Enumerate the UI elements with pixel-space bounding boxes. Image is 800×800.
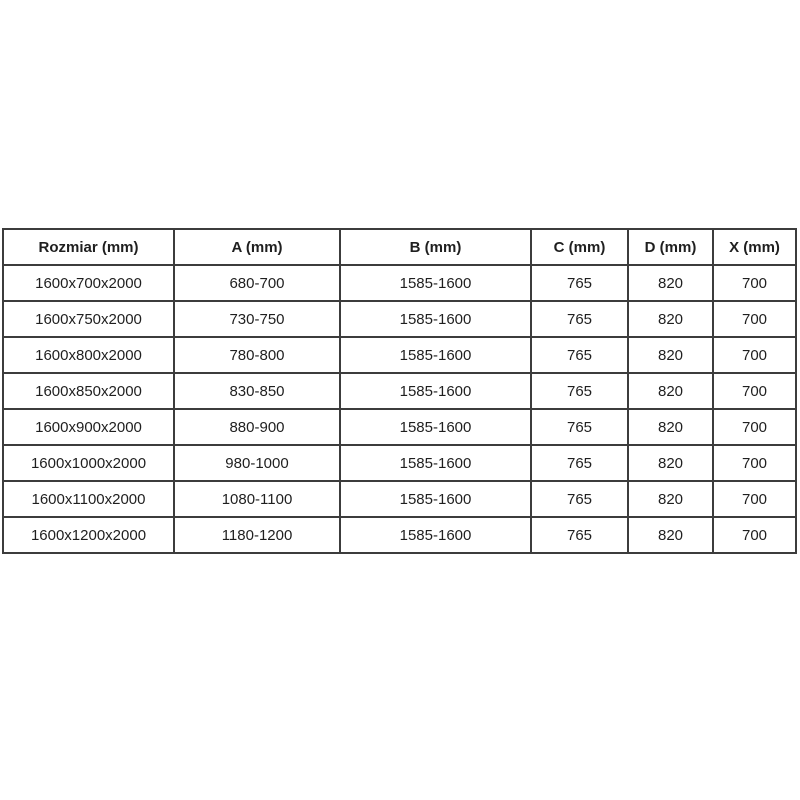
table-cell-rozmiar: 1600x800x2000 [2, 336, 175, 374]
header-cell-a: A (mm) [173, 228, 341, 266]
table-cell-x: 700 [712, 372, 797, 410]
table-cell-b: 1585-1600 [339, 444, 532, 482]
dimensions-spec-table: Rozmiar (mm) A (mm) B (mm) C (mm) D (mm) X (m… [2, 228, 797, 554]
table-cell-c: 765 [530, 336, 629, 374]
table-cell-b: 1585-1600 [339, 372, 532, 410]
table-cell-rozmiar: 1600x1200x2000 [2, 516, 175, 554]
table-cell-a: 830-850 [173, 372, 341, 410]
table-cell-x: 700 [712, 336, 797, 374]
header-row: Rozmiar (mm) A (mm) B (mm) C (mm) D (mm) X (m… [2, 228, 797, 266]
table-cell-c: 765 [530, 444, 629, 482]
table-cell-b: 1585-1600 [339, 480, 532, 518]
table-cell-rozmiar: 1600x1100x2000 [2, 480, 175, 518]
table-cell-c: 765 [530, 408, 629, 446]
table-cell-rozmiar: 1600x700x2000 [2, 264, 175, 302]
table-cell-rozmiar: 1600x1000x2000 [2, 444, 175, 482]
table-cell-a: 730-750 [173, 300, 341, 338]
header-cell-rozmiar: Rozmiar (mm) [2, 228, 175, 266]
table-row: 1600x800x2000 780-800 1585-1600 765 820 700 [2, 336, 797, 374]
table-row: 1600x750x2000 730-750 1585-1600 765 820 700 [2, 300, 797, 338]
table-cell-x: 700 [712, 516, 797, 554]
table-row: 1600x1000x2000 980-1000 1585-1600 765 820 700 [2, 444, 797, 482]
table-cell-x: 700 [712, 444, 797, 482]
table-cell-c: 765 [530, 480, 629, 518]
table-cell-x: 700 [712, 300, 797, 338]
table-cell-b: 1585-1600 [339, 300, 532, 338]
table-cell-d: 820 [627, 300, 714, 338]
table-cell-rozmiar: 1600x900x2000 [2, 408, 175, 446]
table-cell-x: 700 [712, 264, 797, 302]
table-head: Rozmiar (mm) A (mm) B (mm) C (mm) D (mm) X (m… [2, 228, 797, 266]
table-cell-b: 1585-1600 [339, 516, 532, 554]
header-cell-d: D (mm) [627, 228, 714, 266]
table-cell-d: 820 [627, 444, 714, 482]
table-cell-a: 780-800 [173, 336, 341, 374]
table-cell-rozmiar: 1600x850x2000 [2, 372, 175, 410]
table-cell-a: 680-700 [173, 264, 341, 302]
table-cell-x: 700 [712, 408, 797, 446]
table-row: 1600x900x2000 880-900 1585-1600 765 820 700 [2, 408, 797, 446]
table-row: 1600x1100x2000 1080-1100 1585-1600 765 820 70… [2, 480, 797, 518]
table-cell-b: 1585-1600 [339, 408, 532, 446]
table-row: 1600x700x2000 680-700 1585-1600 765 820 700 [2, 264, 797, 302]
table-cell-d: 820 [627, 372, 714, 410]
table-cell-b: 1585-1600 [339, 264, 532, 302]
table-cell-a: 880-900 [173, 408, 341, 446]
table-cell-c: 765 [530, 264, 629, 302]
table-cell-c: 765 [530, 300, 629, 338]
table-cell-c: 765 [530, 516, 629, 554]
table-cell-x: 700 [712, 480, 797, 518]
table-cell-d: 820 [627, 408, 714, 446]
table-row: 1600x1200x2000 1180-1200 1585-1600 765 820 70… [2, 516, 797, 554]
table-cell-d: 820 [627, 516, 714, 554]
table-cell-b: 1585-1600 [339, 336, 532, 374]
table-row: 1600x850x2000 830-850 1585-1600 765 820 700 [2, 372, 797, 410]
header-cell-c: C (mm) [530, 228, 629, 266]
table-cell-c: 765 [530, 372, 629, 410]
table-body: 1600x700x2000 680-700 1585-1600 765 820 700 16… [2, 264, 797, 554]
table-cell-a: 1180-1200 [173, 516, 341, 554]
header-cell-b: B (mm) [339, 228, 532, 266]
table-cell-rozmiar: 1600x750x2000 [2, 300, 175, 338]
table-cell-a: 1080-1100 [173, 480, 341, 518]
table-cell-d: 820 [627, 264, 714, 302]
table-cell-d: 820 [627, 480, 714, 518]
table-cell-d: 820 [627, 336, 714, 374]
table-cell-a: 980-1000 [173, 444, 341, 482]
header-cell-x: X (mm) [712, 228, 797, 266]
